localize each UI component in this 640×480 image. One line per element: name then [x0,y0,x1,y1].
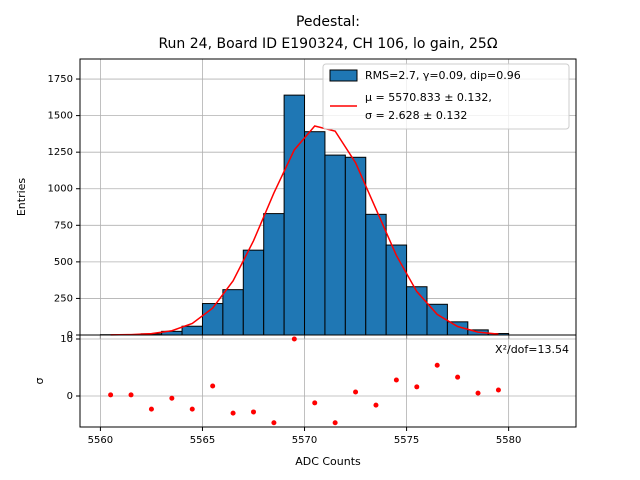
bar [222,289,244,336]
chart-title: Pedestal: [296,14,360,30]
y-tick-label: 0 [67,330,73,341]
bar [426,303,448,336]
plot-frame [79,334,577,428]
bar [304,131,326,336]
bar [385,244,408,336]
legend-label: μ = 5570.833 ± 0.132, [365,91,492,104]
point [495,387,501,393]
legend-swatch [329,69,358,82]
x-tick-label: 5580 [496,435,521,446]
y-tick-label: 1500 [48,111,73,122]
point [230,410,236,416]
point [373,402,379,408]
x-axis-label: ADC Counts [295,455,361,468]
annotation: X²/dof=13.54 [495,343,569,356]
y-tick-label: 10 [60,334,73,345]
bar [344,156,367,336]
point [210,383,216,389]
bar [406,286,428,336]
legend-label: σ = 2.628 ± 0.132 [365,109,467,122]
y-axis-label: σ [33,377,46,384]
legend-box [322,63,570,130]
bar [365,213,387,336]
y-tick-label: 500 [54,257,73,268]
bar [242,249,265,336]
point [312,400,318,406]
y-tick-label: 1750 [48,74,73,85]
chart-title: Run 24, Board ID E190324, CH 106, lo gai… [158,36,497,52]
y-tick-label: 0 [67,391,73,402]
y-tick-label: 750 [54,220,73,231]
point [291,336,297,342]
x-tick-label: 5565 [190,435,215,446]
point [250,409,256,415]
bar [283,94,306,336]
point [393,377,399,383]
point [434,362,440,368]
x-tick-label: 5560 [88,435,113,446]
bar [324,154,346,336]
point [108,392,114,398]
point [475,390,481,396]
point [332,420,338,426]
x-tick-label: 5575 [394,435,419,446]
legend-label: RMS=2.7, γ=0.09, dip=0.96 [365,69,521,82]
y-tick-label: 1250 [48,147,73,158]
point [353,389,359,395]
point [169,395,175,401]
point [455,374,461,380]
bar [181,325,203,336]
point [148,406,154,412]
y-tick-label: 250 [54,293,73,304]
y-axis-label: Entries [15,178,28,217]
x-tick-label: 5570 [292,435,317,446]
point [128,392,134,398]
point [414,384,420,390]
point [189,406,195,412]
bar [263,213,285,336]
fit-line [110,125,499,336]
y-tick-label: 1000 [48,184,73,195]
point [271,420,277,426]
